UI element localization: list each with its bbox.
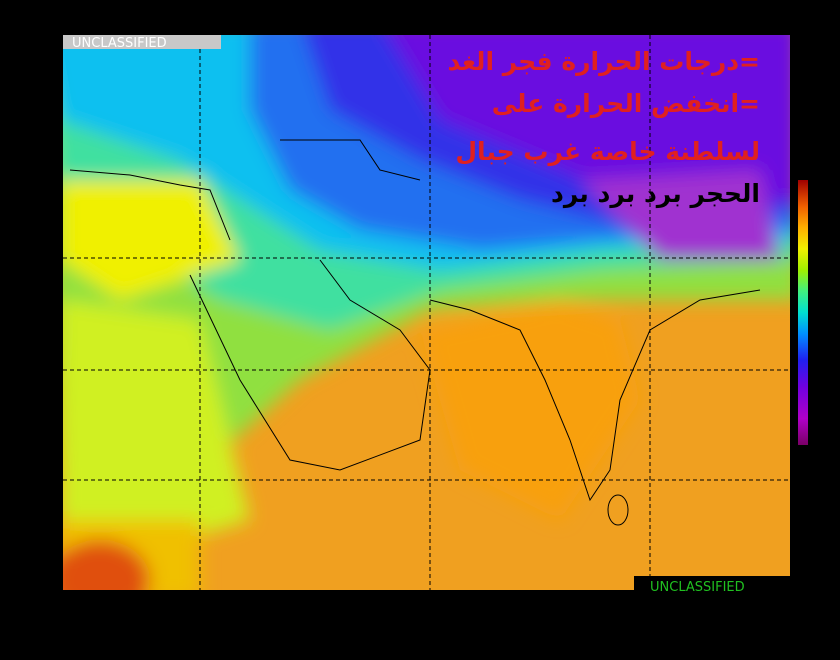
color-bar [798, 180, 808, 445]
classification-box [634, 576, 790, 594]
annotation-line: =درجات الحرارة فجر الغد [448, 47, 761, 77]
coastlines [69, 139, 761, 526]
classification-label: UNCLASSIFIED [72, 36, 167, 51]
annotation-line: =انخفض الحرارة على [492, 89, 760, 119]
classification-box [63, 35, 221, 49]
classification-label: UNCLASSIFIED [650, 580, 745, 595]
temperature-field [63, 35, 790, 590]
grid-lines [63, 35, 790, 590]
annotation-line: الحجر برد برد برد [551, 179, 760, 209]
annotation-line: لسلطنة خاصة غرب جبال [455, 137, 760, 167]
